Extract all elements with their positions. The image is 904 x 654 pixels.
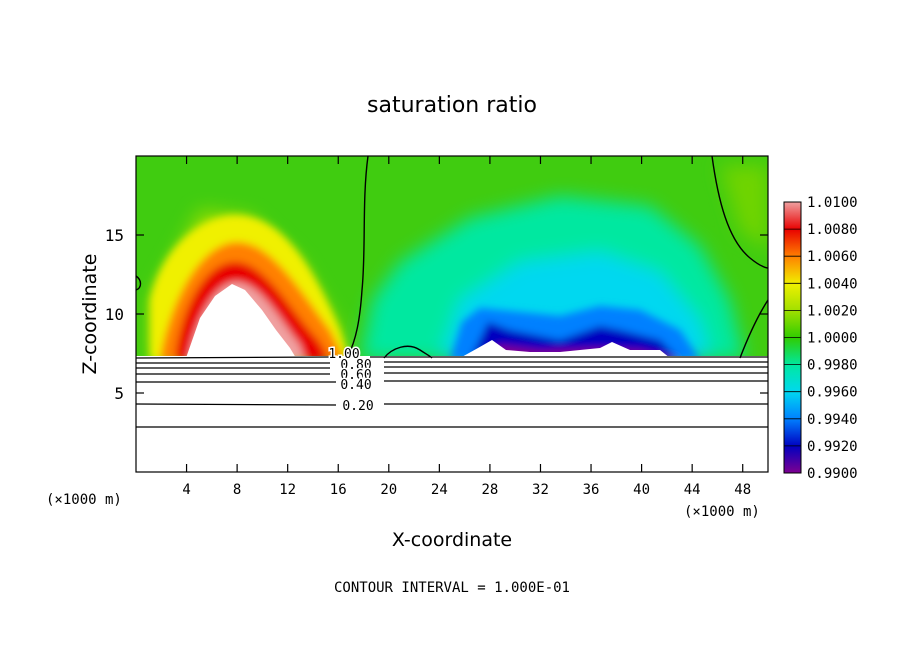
x-axis-label: X-coordinate <box>392 529 512 551</box>
colorbar-segment <box>784 364 801 393</box>
y-tick-label: 5 <box>114 384 124 403</box>
x-tick-label: 44 <box>684 482 701 498</box>
z-unit-label: (×1000 m) <box>46 492 122 508</box>
y-axis-label: Z-coordinate <box>79 254 101 375</box>
colorbar-label: 0.9920 <box>807 439 858 455</box>
colorbar-segment <box>784 391 801 420</box>
y-tick-label: 10 <box>105 305 124 324</box>
chart-title: saturation ratio <box>367 93 537 118</box>
colorbar-segment <box>784 229 801 257</box>
x-tick-label: 4 <box>182 482 190 498</box>
x-tick-label: 36 <box>583 482 600 498</box>
x-tick-label: 48 <box>734 482 751 498</box>
colorbar-label: 0.9900 <box>807 466 858 482</box>
colorbar-label: 1.0020 <box>807 303 858 319</box>
y-tick-label: 15 <box>105 226 124 245</box>
x-tick-label: 24 <box>431 482 448 498</box>
contour-lines <box>135 155 769 359</box>
contour-labels: 1.000.800.600.40 0.20 <box>327 346 375 416</box>
saturation-field <box>136 156 768 356</box>
colorbar-segment <box>784 445 801 474</box>
colorbar-segment <box>784 256 801 284</box>
x-tick-label: 40 <box>633 482 650 498</box>
colorbar: 1.0100 1.0080 1.0060 1.0040 1.0020 1.0000 0.99… <box>783 195 858 482</box>
contour-label: 1.00 <box>328 347 359 362</box>
colorbar-segment <box>784 283 801 311</box>
colorbar-label: 0.9960 <box>807 385 858 401</box>
colorbar-label: 1.0000 <box>807 331 858 347</box>
x-tick-label: 28 <box>481 482 498 498</box>
colorbar-segment <box>784 418 801 447</box>
contour-label: 0.60 <box>340 368 371 383</box>
colorbar-segment <box>784 310 801 338</box>
colorbar-label: 1.0080 <box>807 222 858 238</box>
colorbar-segment <box>784 202 801 230</box>
colorbar-segment <box>784 337 801 366</box>
x-tick-label: 16 <box>330 482 347 498</box>
colorbar-label: 1.0040 <box>807 276 858 292</box>
lower-contours <box>135 356 768 428</box>
colorbar-label: 1.0100 <box>807 195 858 211</box>
x-unit-label: (×1000 m) <box>684 504 760 520</box>
contour-label: 0.80 <box>340 358 371 373</box>
x-tick-label: 32 <box>532 482 549 498</box>
contour-label: 0.40 <box>340 378 371 393</box>
contour-label: 0.20 <box>342 399 373 414</box>
x-tick-label: 12 <box>279 482 296 498</box>
contour-interval-text: CONTOUR INTERVAL = 1.000E-01 <box>334 580 570 596</box>
x-tick-label: 8 <box>233 482 241 498</box>
colorbar-label: 1.0060 <box>807 249 858 265</box>
colorbar-label: 0.9940 <box>807 412 858 428</box>
x-tick-label: 20 <box>380 482 397 498</box>
colorbar-label: 0.9980 <box>807 358 858 374</box>
